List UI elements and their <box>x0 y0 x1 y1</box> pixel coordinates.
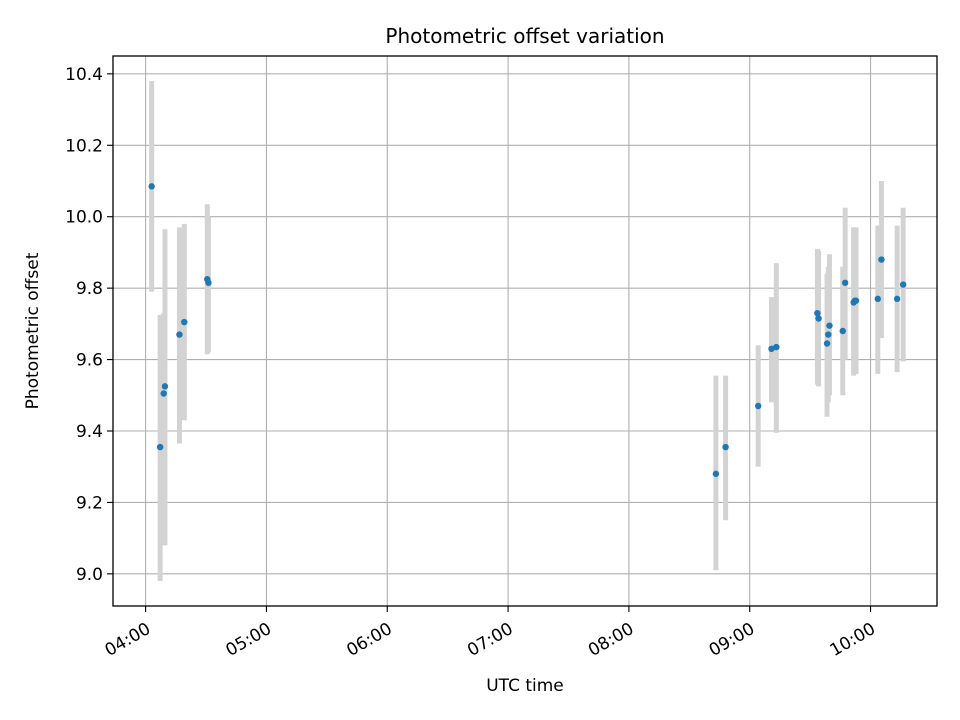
y-tick-label: 9.6 <box>76 351 103 371</box>
y-axis-ticks: 9.0 9.2 9.4 9.6 9.8 10.0 10.2 10.4 <box>65 65 113 585</box>
y-tick-label: 9.8 <box>76 279 103 299</box>
data-point <box>852 297 860 304</box>
y-tick-label: 9.2 <box>76 493 103 513</box>
chart-title: Photometric offset variation <box>385 24 664 48</box>
data-point <box>899 281 907 288</box>
x-axis-label: UTC time <box>486 676 564 696</box>
data-point <box>839 327 846 335</box>
data-point <box>722 443 729 451</box>
data-point <box>754 402 762 410</box>
data-point <box>874 295 881 303</box>
y-tick-label: 9.0 <box>76 565 103 585</box>
y-tick-label: 10.4 <box>65 65 103 85</box>
data-point <box>160 390 167 397</box>
data-point <box>823 340 831 347</box>
data-point <box>814 309 821 317</box>
plot-frame <box>112 55 938 607</box>
data-point <box>826 322 833 329</box>
y-tick-label: 10.0 <box>65 208 103 228</box>
data-point <box>181 318 188 326</box>
data-point <box>878 256 885 263</box>
data-point <box>156 443 164 451</box>
y-tick-label: 10.2 <box>65 136 103 156</box>
plot-area <box>113 56 937 606</box>
data-point <box>176 331 183 338</box>
data-point <box>815 315 822 322</box>
data-point <box>893 295 901 303</box>
y-tick-label: 9.4 <box>76 422 103 442</box>
data-point <box>161 383 169 390</box>
data-point <box>205 279 212 286</box>
y-axis-label: Photometric offset <box>23 252 43 409</box>
grid <box>113 56 937 606</box>
data-point <box>768 345 775 353</box>
data-points <box>148 183 907 478</box>
data-point <box>841 279 849 286</box>
data-point <box>712 470 720 478</box>
data-point <box>773 343 780 351</box>
data-point <box>825 331 832 338</box>
data-point <box>148 183 155 190</box>
